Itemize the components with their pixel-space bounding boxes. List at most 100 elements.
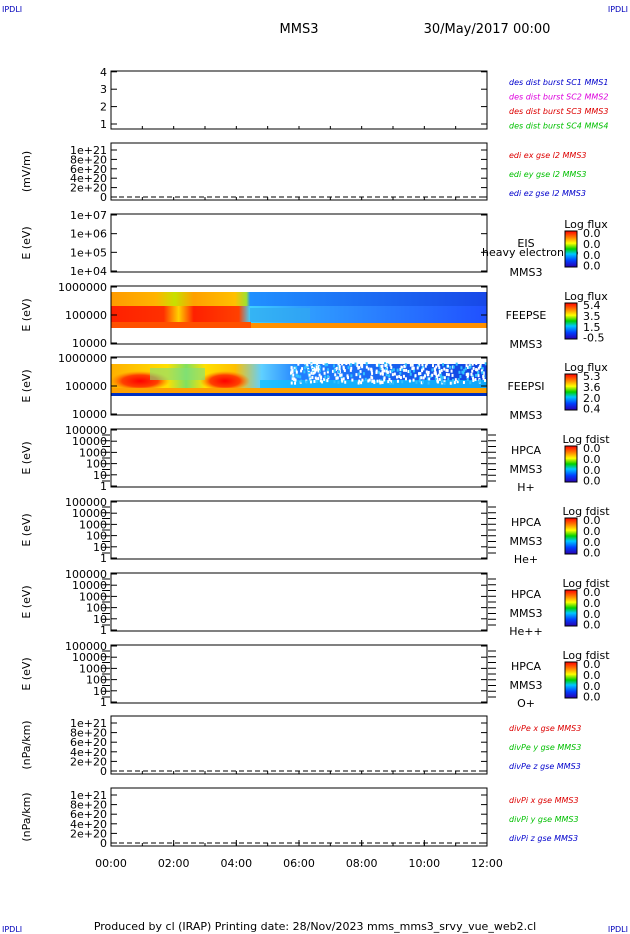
noise-dot <box>311 368 314 372</box>
noise-dot <box>477 366 480 370</box>
panel-frame <box>110 70 488 130</box>
noise-dot <box>380 365 383 369</box>
noise-dot <box>401 367 404 371</box>
noise-dot <box>326 363 329 367</box>
noise-dot <box>407 370 410 374</box>
instrument-label: FEEPSI <box>507 380 544 393</box>
noise-dot <box>359 375 362 379</box>
noise-dot <box>384 364 387 368</box>
noise-dot <box>454 378 457 382</box>
panel-frame <box>110 715 488 775</box>
legend-entry: des dist burst SC1 MMS1 <box>509 78 608 87</box>
noise-dot <box>426 377 429 381</box>
noise-dot <box>326 379 329 383</box>
noise-dot <box>434 372 437 376</box>
colorbar-gradient <box>564 373 578 411</box>
noise-dot <box>290 366 293 370</box>
noise-dot <box>290 370 293 374</box>
y-tick-label: 1e+21 <box>70 717 107 730</box>
noise-dot <box>350 363 353 367</box>
y-tick-label: 1000000 <box>58 281 107 294</box>
y-axis-label: E (eV) <box>20 298 33 331</box>
colorbar-value: 0.0 <box>583 669 601 682</box>
noise-dot <box>391 373 394 377</box>
noise-dot <box>314 369 317 373</box>
noise-dot <box>387 380 390 384</box>
noise-dot <box>442 363 445 367</box>
noise-dot <box>355 373 358 377</box>
y-tick-label: 1 <box>100 118 107 131</box>
noise-dot <box>367 379 370 383</box>
spacecraft-label: MMS3 <box>510 409 543 422</box>
noise-dot <box>467 372 470 376</box>
noise-dot <box>335 366 338 370</box>
noise-dot <box>482 375 485 379</box>
noise-dot <box>401 380 404 384</box>
y-tick-label: 100000 <box>65 568 107 581</box>
noise-dot <box>452 365 455 369</box>
noise-dot <box>421 369 424 373</box>
noise-dot <box>311 366 314 370</box>
instrument-label: EIS <box>517 237 534 250</box>
noise-dot <box>447 373 450 377</box>
noise-dot <box>421 363 424 367</box>
y-tick-label: 10000 <box>72 408 107 421</box>
noise-dot <box>321 380 324 384</box>
noise-dot <box>438 377 441 381</box>
noise-dot <box>438 366 441 370</box>
noise-dot <box>290 374 293 378</box>
y-axis-label: E (eV) <box>20 369 33 402</box>
y-tick-label: 8e+20 <box>70 727 107 740</box>
noise-dot <box>440 369 443 373</box>
noise-dot <box>428 377 431 381</box>
noise-dot <box>472 376 475 380</box>
noise-dot <box>381 372 384 376</box>
noise-dot <box>458 370 461 374</box>
noise-dot <box>404 363 407 367</box>
colorbar-value: 0.0 <box>583 680 601 693</box>
y-tick-label: 1000 <box>79 590 107 603</box>
colorbar-gradient <box>564 589 578 627</box>
noise-dot <box>319 365 322 369</box>
instrument-label: FEEPSE <box>506 309 547 322</box>
noise-dot <box>451 373 454 377</box>
noise-dot <box>370 369 373 373</box>
noise-dot <box>399 371 402 375</box>
noise-dot <box>295 366 298 370</box>
noise-dot <box>393 372 396 376</box>
y-tick-label: 1000 <box>79 446 107 459</box>
legend-entry: des dist burst SC3 MMS3 <box>509 107 608 116</box>
y-tick-label: 100 <box>86 602 107 615</box>
noise-dot <box>376 379 379 383</box>
noise-dot <box>295 374 298 378</box>
noise-dot <box>344 380 347 384</box>
instrument-label: HPCA <box>511 588 542 601</box>
noise-dot <box>426 373 429 377</box>
noise-dot <box>309 380 312 384</box>
noise-dot <box>415 380 418 384</box>
y-tick-label: 100 <box>86 674 107 687</box>
panel-frame <box>110 787 488 847</box>
noise-dot <box>388 374 391 378</box>
noise-dot <box>322 362 325 366</box>
colorbar-value: 2.0 <box>583 392 601 405</box>
noise-dot <box>461 370 464 374</box>
colorbar-value: 5.3 <box>583 370 601 383</box>
y-tick-label: 1 <box>100 552 107 565</box>
noise-dot <box>309 377 312 381</box>
colorbar-value: 0.0 <box>583 691 601 704</box>
y-tick-label: 100000 <box>65 640 107 653</box>
noise-dot <box>354 362 357 366</box>
noise-dot <box>408 379 411 383</box>
noise-dot <box>342 367 345 371</box>
y-tick-label: 8e+20 <box>70 153 107 166</box>
noise-dot <box>414 374 417 378</box>
noise-dot <box>294 378 297 382</box>
colorbar-value: 0.0 <box>583 619 601 632</box>
noise-dot <box>468 365 471 369</box>
noise-dot <box>451 381 454 385</box>
noise-dot <box>418 379 421 383</box>
colorbar-title: Log flux <box>564 361 608 374</box>
x-tick-label: 04:00 <box>220 857 252 870</box>
colorbar-gradient <box>564 661 578 699</box>
